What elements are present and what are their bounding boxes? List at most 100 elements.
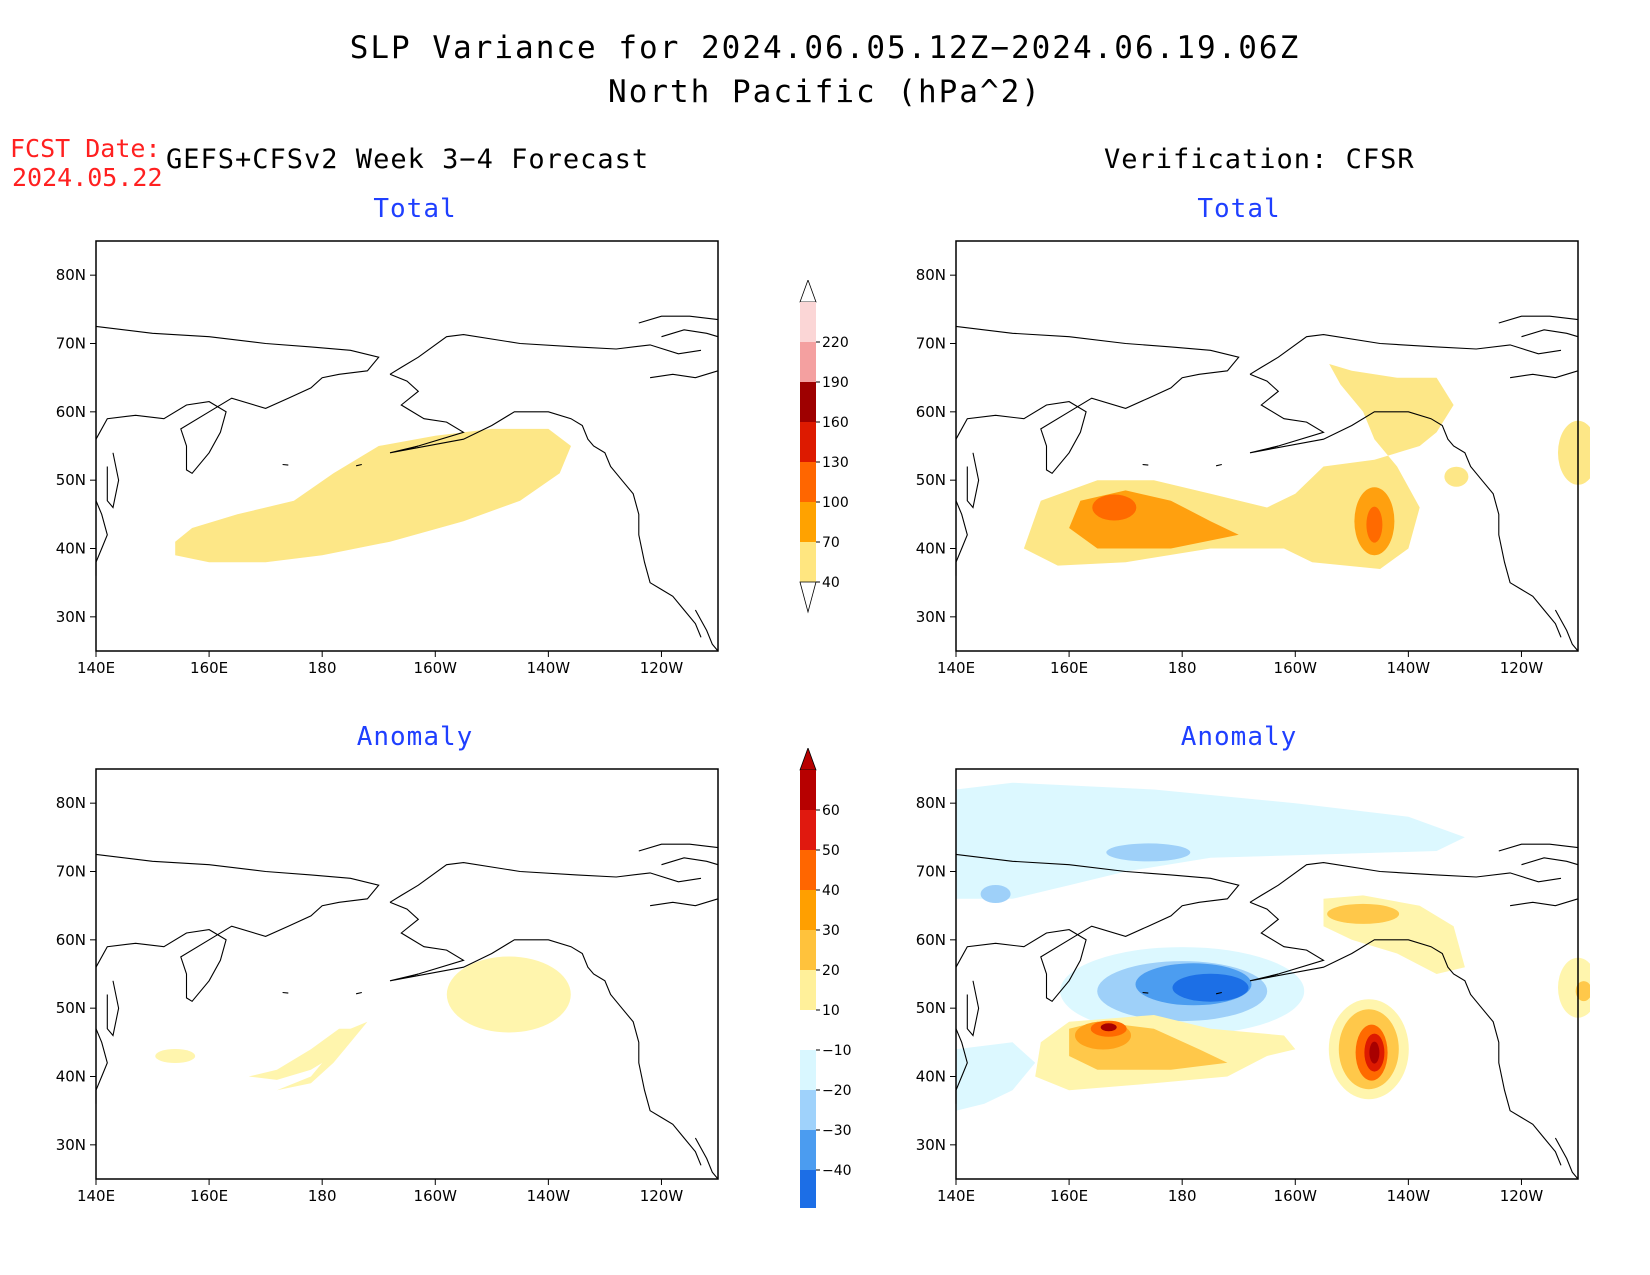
lon-label: 120W xyxy=(640,1187,684,1205)
panel-title-verification-total: Total xyxy=(1197,194,1281,224)
lat-label: 50N xyxy=(916,999,946,1017)
panel-title-forecast-anomaly: Anomaly xyxy=(356,722,474,752)
colorbar-label: 10 xyxy=(822,1003,840,1019)
colorbar-swatch xyxy=(800,302,816,342)
colorbar-label: 60 xyxy=(822,803,840,819)
anomaly-region-neg10 xyxy=(956,782,1465,899)
variance-region-40 xyxy=(1558,420,1590,485)
coastline-segment xyxy=(1498,843,1579,852)
lat-label: 40N xyxy=(916,540,946,558)
colorbar-swatch xyxy=(800,770,816,810)
panel-title-verification-anomaly: Anomaly xyxy=(1180,722,1298,752)
coastline-segment xyxy=(955,853,1240,1003)
lat-label: 50N xyxy=(56,471,86,489)
colorbar-swatch xyxy=(800,1010,816,1050)
lat-label: 70N xyxy=(56,863,86,881)
lat-label: 40N xyxy=(56,1068,86,1086)
lon-label: 180 xyxy=(1168,659,1197,677)
map-background xyxy=(96,769,718,1179)
lon-label: 160E xyxy=(190,1187,228,1205)
coastline-segment xyxy=(282,991,289,994)
coastline-segment xyxy=(661,857,719,866)
map-forecast-total: 80N 70N 60N 50N 40N 30N 140E 160E 180 160W 140W 120… xyxy=(56,240,719,677)
map-frame xyxy=(955,768,1579,1180)
coastline-segment xyxy=(106,980,120,1037)
anomaly-region-neg20 xyxy=(980,885,1011,903)
colorbar-arrow-top xyxy=(799,280,817,303)
lat-label: 40N xyxy=(56,540,86,558)
colorbar-swatch xyxy=(800,810,816,850)
colorbar-swatch xyxy=(800,930,816,970)
coastline-segment xyxy=(1521,857,1579,866)
coastline-segment xyxy=(95,853,380,1003)
colorbar-arrow-bottom xyxy=(799,581,817,614)
anomaly-region-10 xyxy=(1558,957,1590,1018)
anomaly-region-60 xyxy=(1100,1023,1117,1032)
lat-label: 30N xyxy=(56,1136,86,1154)
coastline-segment xyxy=(1249,334,1562,375)
colorbar-arrow-top xyxy=(799,748,817,771)
lon-label: 160W xyxy=(414,659,458,677)
lon-label: 160E xyxy=(1050,1187,1088,1205)
coastline-segment xyxy=(95,325,380,475)
anomaly-region-neg40 xyxy=(1172,973,1249,1002)
lat-label: 70N xyxy=(916,335,946,353)
lon-label: 140E xyxy=(937,1187,975,1205)
verification-header: Verification: CFSR xyxy=(1104,144,1415,175)
lon-label: 140W xyxy=(527,1187,571,1205)
coastline-segment xyxy=(638,315,719,324)
lon-label: 140E xyxy=(937,659,975,677)
colorbar-label: 190 xyxy=(822,375,849,391)
colorbar-swatch xyxy=(800,422,816,462)
lon-label: 180 xyxy=(1168,1187,1197,1205)
lat-label: 80N xyxy=(916,266,946,284)
map-forecast-anomaly: 80N 70N 60N 50N 40N 30N 140E 160E 180 160W 140W 120… xyxy=(56,768,719,1205)
lon-label: 160E xyxy=(190,659,228,677)
lon-label: 160W xyxy=(1274,1187,1318,1205)
colorbar-swatch xyxy=(800,342,816,382)
colorbar-label: −10 xyxy=(822,1043,852,1059)
anomaly-region-neg20 xyxy=(1106,843,1191,862)
coastline-segment xyxy=(389,373,702,638)
anomaly-region-10 xyxy=(248,1028,357,1080)
colorbar-swatch xyxy=(800,382,816,422)
lat-label: 70N xyxy=(916,863,946,881)
coastline-segment xyxy=(406,973,419,978)
coastline-segment xyxy=(1554,609,1579,652)
map-verification-total: 80N 70N 60N 50N 40N 30N 140E 160E 180 160W 140W 120… xyxy=(916,240,1590,677)
lat-label: 80N xyxy=(56,794,86,812)
coastline-segment xyxy=(1521,329,1579,338)
colorbar-anomaly: 60 50 40 30 20 10 −10 −20 −30 −40 xyxy=(799,748,852,1208)
colorbar-label: 30 xyxy=(822,923,840,939)
variance-region-40 xyxy=(1444,466,1469,487)
coastline-segment xyxy=(355,463,362,467)
coastline-segment xyxy=(355,991,362,995)
colorbar-label: 160 xyxy=(822,415,849,431)
coastline-segment xyxy=(389,901,702,1166)
lon-label: 160W xyxy=(1274,659,1318,677)
coastline-segment xyxy=(1510,898,1579,907)
lat-label: 50N xyxy=(56,999,86,1017)
fcst-date-label: FCST Date: xyxy=(10,134,161,163)
anomaly-region-60 xyxy=(1369,1041,1380,1064)
lon-label: 160E xyxy=(1050,659,1088,677)
map-frame xyxy=(955,240,1579,652)
coastline-segment xyxy=(638,843,719,852)
colorbar-label: −20 xyxy=(822,1083,852,1099)
panel-title-forecast-total: Total xyxy=(373,194,457,224)
coastline-segment xyxy=(282,463,289,466)
variance-region-100 xyxy=(1366,506,1383,543)
lat-label: 80N xyxy=(56,266,86,284)
colorbar-swatch xyxy=(800,850,816,890)
coastline-segment xyxy=(650,898,719,907)
map-verification-anomaly: 80N 70N 60N 50N 40N 30N 140E 160E 180 160W 140W 120… xyxy=(916,768,1590,1205)
anomaly-region-10 xyxy=(155,1049,196,1063)
lon-label: 120W xyxy=(1500,1187,1544,1205)
coastline-segment xyxy=(694,609,719,652)
colorbar-swatch xyxy=(800,1050,816,1090)
lat-label: 60N xyxy=(916,931,946,949)
anomaly-region-20 xyxy=(1327,903,1400,924)
colorbar-swatch xyxy=(800,1130,816,1170)
colorbar-label: 20 xyxy=(822,963,840,979)
coastline-segment xyxy=(1215,991,1222,995)
